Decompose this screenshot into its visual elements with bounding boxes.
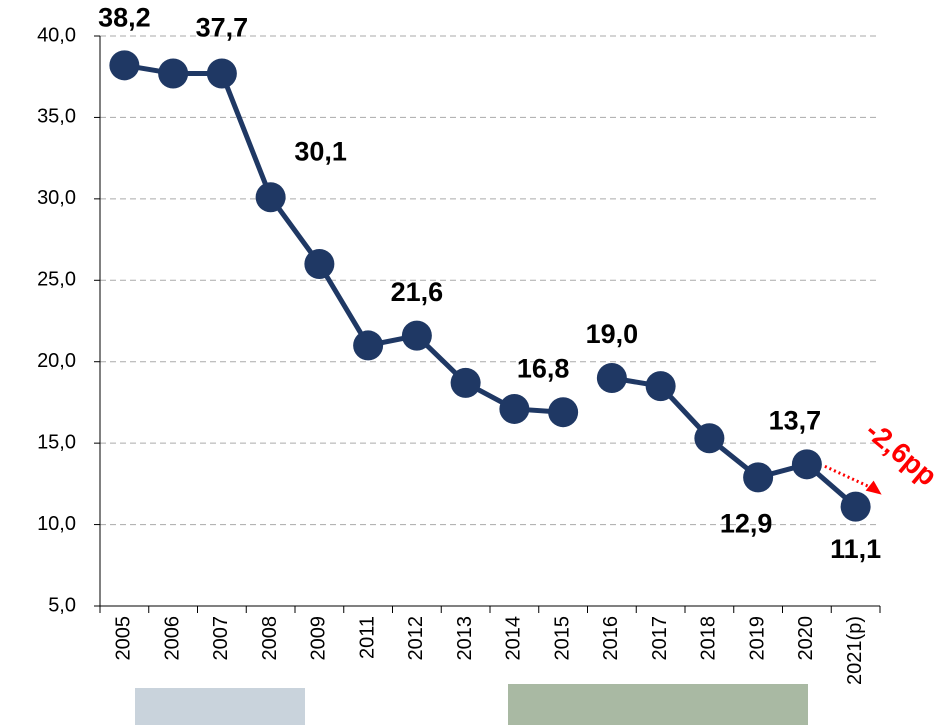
data-point [548, 397, 579, 428]
data-point [206, 58, 237, 89]
data-label: 13,7 [769, 405, 822, 435]
x-tick-label: 2016 [600, 616, 622, 661]
data-label: 11,1 [830, 534, 881, 564]
data-label: 37,7 [196, 13, 249, 43]
y-tick-label: 20,0 [37, 350, 76, 372]
data-point [596, 363, 627, 393]
data-label: 30,1 [294, 136, 347, 166]
data-label: 38,2 [98, 2, 151, 32]
x-tick-label: 2017 [649, 616, 671, 661]
data-label: 16,8 [517, 353, 570, 383]
x-tick-label: 2013 [454, 616, 476, 661]
data-point [645, 371, 676, 402]
data-point [499, 393, 530, 424]
x-tick-label: 2019 [746, 616, 768, 661]
line-series [611, 375, 858, 509]
data-point [694, 423, 725, 454]
data-point [109, 50, 140, 81]
x-tick-label: 2014 [503, 616, 525, 661]
data-point [840, 491, 871, 522]
data-label: 21,6 [391, 277, 444, 307]
photo-fragment [508, 684, 808, 725]
x-tick-label: 2020 [795, 616, 817, 661]
photo-fragment [135, 688, 305, 725]
data-label: 19,0 [586, 319, 639, 349]
x-tick-label: 2009 [308, 616, 330, 661]
x-tick-label: 2008 [259, 616, 281, 661]
x-tick-label: 2011 [356, 616, 378, 659]
y-tick-label: 10,0 [37, 513, 76, 535]
data-point [304, 249, 335, 279]
data-point [158, 58, 189, 89]
data-point [255, 182, 286, 213]
annotation-arrowhead [865, 480, 882, 495]
x-tick-label: 2005 [113, 616, 135, 661]
x-tick-label: 2018 [698, 616, 720, 661]
y-tick-label: 5,0 [48, 594, 76, 616]
y-tick-label: 40,0 [37, 24, 76, 46]
data-point [353, 330, 384, 361]
x-tick-label: 2007 [210, 616, 232, 661]
data-point [791, 449, 822, 480]
data-point [743, 462, 774, 493]
line-series [123, 62, 564, 415]
x-tick-label: 2012 [405, 616, 427, 661]
y-tick-label: 15,0 [37, 431, 76, 453]
data-point [401, 320, 432, 351]
annotation: -2,6pp [860, 415, 943, 492]
annotation-arrow [824, 464, 877, 492]
y-tick-label: 25,0 [37, 269, 76, 291]
y-tick-label: 35,0 [37, 106, 76, 128]
data-label: 12,9 [720, 508, 773, 538]
x-tick-label: 2021(p) [844, 616, 866, 685]
data-point [450, 367, 481, 398]
y-tick-label: 30,0 [37, 187, 76, 209]
x-tick-label: 2015 [551, 616, 573, 661]
x-tick-label: 2006 [161, 616, 183, 661]
